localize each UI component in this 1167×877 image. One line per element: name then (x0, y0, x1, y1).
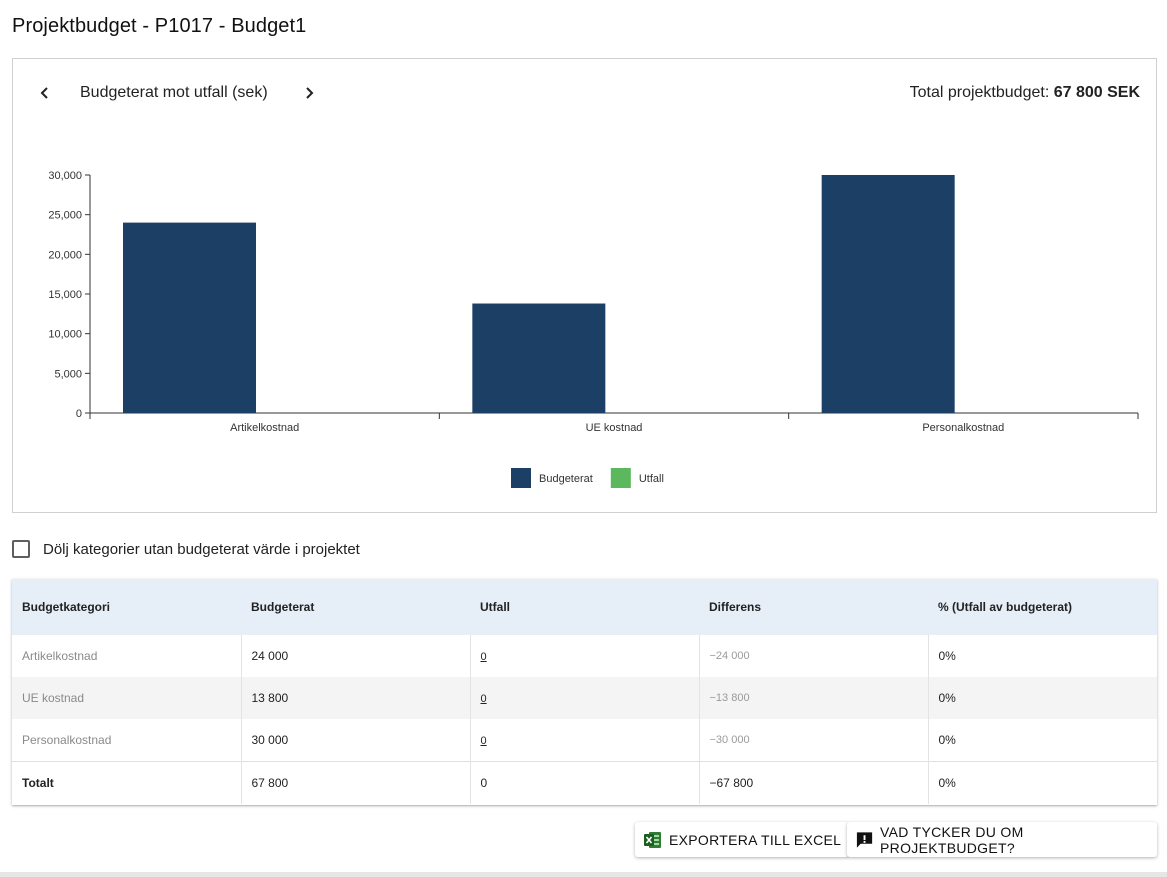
total-diff-cell: −67 800 (698, 760, 928, 804)
total-label: Totalt (12, 760, 241, 804)
cell-diff: −30 000 (698, 719, 928, 761)
hide-empty-filter: Dölj kategorier utan budgeterat värde i … (12, 540, 360, 558)
budget-table-card: Budgetkategori Budgeterat Utfall Differe… (12, 579, 1157, 805)
export-excel-button[interactable]: EXPORTERA TILL EXCEL (635, 822, 850, 857)
outcome-link[interactable]: 0 (480, 734, 487, 747)
total-budget-cell: 67 800 (240, 760, 470, 804)
chart-title: Budgeterat mot utfall (sek) (80, 84, 268, 101)
chevron-left-icon (40, 87, 48, 99)
total-budget-label: Total projektbudget: (909, 84, 1050, 101)
y-tick-label: 20,000 (48, 249, 82, 261)
outcome-link[interactable]: 0 (480, 693, 487, 705)
bottom-divider (0, 872, 1167, 877)
cell-budget: 13 800 (240, 677, 470, 719)
cell-diff: −13 800 (698, 677, 928, 719)
feedback-button[interactable]: VAD TYCKER DU OM PROJEKTBUDGET? (847, 822, 1157, 857)
cell-diff: −24 000 (698, 635, 928, 677)
cell-pct: 0% (927, 719, 1157, 761)
legend-swatch-utfall (610, 468, 631, 488)
bar-chart: 0 5,000 10,000 15,000 20,000 25,000 30,000 Arti… (48, 170, 1139, 488)
x-tick-label: Personalkostnad (922, 422, 1004, 434)
legend-label-budgeterat: Budgeterat (539, 473, 593, 485)
cell-pct: 0% (927, 635, 1157, 677)
y-tick-label: 5,000 (54, 368, 82, 380)
cell-outcome: 0 (469, 677, 699, 719)
chart-card: Budgeterat mot utfall (sek) Total projek… (12, 58, 1157, 513)
hide-empty-checkbox[interactable] (12, 540, 30, 558)
x-tick-label: Artikelkostnad (230, 422, 299, 434)
cell-category: Personalkostnad (22, 732, 112, 747)
y-tick-label: 30,000 (48, 170, 82, 182)
header-category: Budgetkategori (12, 579, 241, 635)
legend-swatch-budgeterat (511, 468, 531, 488)
feedback-icon (856, 831, 873, 848)
table-row: Artikelkostnad 24 000 0 −24 000 0% (12, 635, 1157, 677)
export-excel-label: EXPORTERA TILL EXCEL (669, 831, 842, 848)
y-tick-label: 25,000 (48, 210, 82, 222)
header-diff: Differens (699, 579, 928, 635)
table-row: UE kostnad 13 800 0 −13 800 0% (12, 677, 1157, 719)
table-total-row: Totalt 67 800 0 −67 800 0% (12, 760, 1157, 804)
hide-empty-label: Dölj kategorier utan budgeterat värde i … (43, 540, 360, 558)
header-outcome: Utfall (470, 579, 699, 635)
total-budget: Total projektbudget: 67 800 SEK (910, 84, 1140, 102)
y-tick-label: 15,000 (48, 289, 82, 301)
total-budget-value: 67 800 SEK (1053, 84, 1140, 101)
total-outcome-cell: 0 (469, 760, 699, 804)
header-pct: % (Utfall av budgeterat) (928, 579, 1157, 635)
table-header-row: Budgetkategori Budgeterat Utfall Differe… (12, 579, 1157, 635)
y-tick-label: 0 (76, 408, 82, 420)
page-title: Projektbudget - P1017 - Budget1 (12, 15, 307, 37)
cell-budget: 24 000 (240, 635, 470, 677)
budget-table: Budgetkategori Budgeterat Utfall Differe… (12, 579, 1157, 804)
chart-next-button[interactable] (297, 81, 321, 105)
chevron-right-icon (306, 87, 314, 99)
total-pct-cell: 0% (927, 760, 1157, 804)
bar-budgeterat (821, 175, 955, 413)
cell-outcome: 0 (469, 719, 699, 761)
bar-budgeterat (472, 303, 606, 413)
table-row: Personalkostnad 30 000 0 −30 000 0% (12, 719, 1157, 761)
header-budget: Budgeterat (241, 579, 470, 635)
chart-prev-button[interactable] (33, 81, 57, 105)
outcome-link[interactable]: 0 (480, 651, 487, 663)
x-tick-label: UE kostnad (586, 422, 643, 434)
y-tick-label: 10,000 (48, 329, 82, 341)
cell-pct: 0% (927, 677, 1157, 719)
bar-budgeterat (123, 222, 256, 413)
legend-label-utfall: Utfall (639, 473, 664, 485)
feedback-label: VAD TYCKER DU OM PROJEKTBUDGET? (880, 823, 1024, 856)
cell-category: UE kostnad (12, 677, 241, 719)
cell-budget: 30 000 (240, 719, 470, 761)
cell-category: Artikelkostnad (22, 649, 98, 663)
cell-outcome: 0 (469, 635, 699, 677)
excel-icon (644, 831, 661, 848)
